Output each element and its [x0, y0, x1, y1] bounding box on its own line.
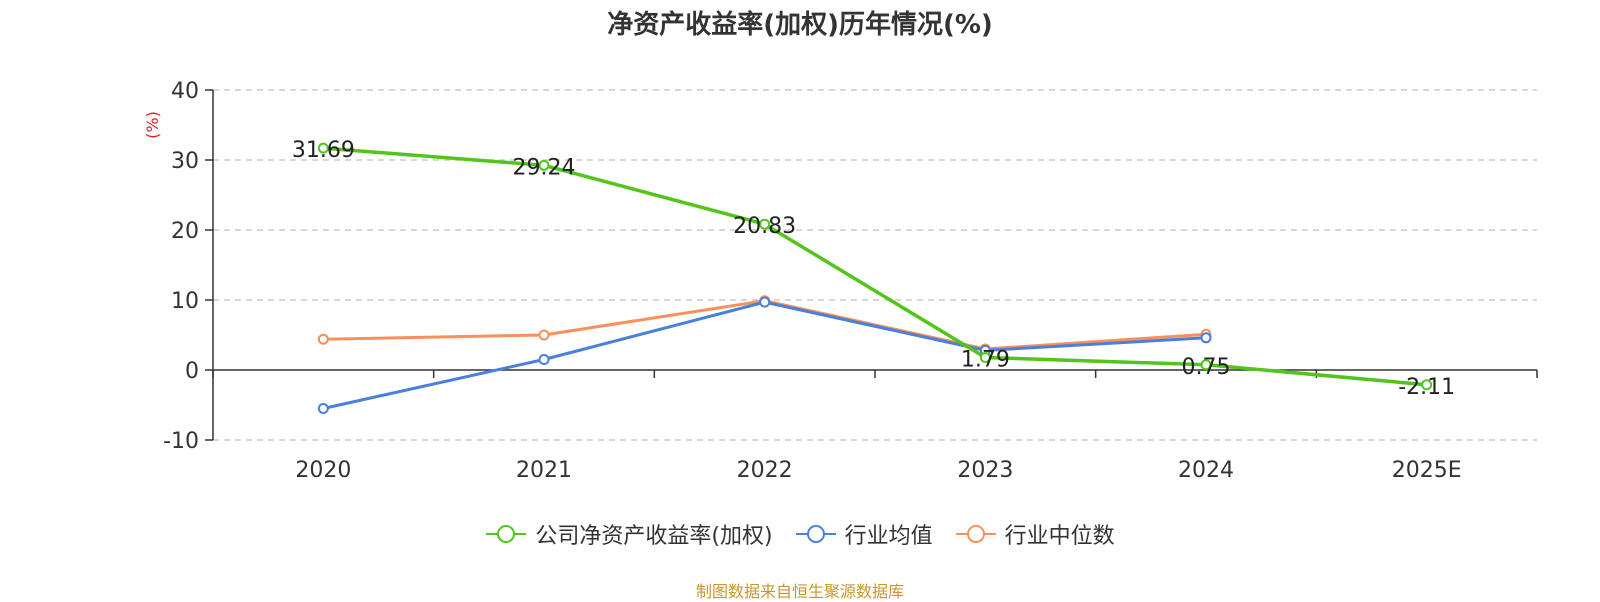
x-tick-label: 2024: [1178, 458, 1234, 483]
x-tick-label: 2021: [516, 458, 572, 483]
data-point: [538, 354, 550, 365]
y-tick-label: 10: [171, 289, 199, 314]
legend-swatch-icon: [486, 525, 527, 543]
legend-swatch-icon: [795, 525, 836, 543]
data-label: 29.24: [513, 155, 576, 180]
data-point: [538, 159, 550, 171]
series-line-1: [323, 300, 1207, 410]
data-point: [538, 329, 550, 341]
x-tick-label: 2020: [295, 458, 351, 483]
data-label: 20.83: [733, 214, 796, 239]
legend-label: 公司净资产收益率(加权): [535, 524, 773, 549]
y-tick-label: 30: [171, 149, 199, 174]
data-point: [317, 333, 329, 345]
source-note: 制图数据来自恒生聚源数据库: [695, 582, 904, 601]
data-label: -2.11: [1398, 375, 1455, 400]
y-tick-label: -10: [163, 429, 199, 454]
data-label: 1.79: [961, 347, 1010, 372]
data-point: [317, 403, 329, 414]
legend-item[interactable]: 公司净资产收益率(加权): [485, 518, 773, 550]
y-tick-label: 20: [171, 219, 199, 244]
y-tick-label: 40: [171, 79, 199, 104]
y-axis-title: (%): [143, 111, 162, 139]
x-tick-label: 2023: [957, 458, 1013, 483]
data-label: 0.75: [1182, 355, 1231, 380]
legend-item[interactable]: 行业均值: [795, 518, 933, 550]
data-point: [1421, 379, 1433, 391]
data-point: [759, 218, 771, 230]
legend-label: 行业中位数: [1004, 524, 1115, 549]
legend: 公司净资产收益率(加权) 行业均值 行业中位数: [0, 518, 1600, 550]
data-label: 31.69: [292, 138, 355, 163]
x-tick-label: 2025E: [1392, 458, 1462, 483]
x-tick-label: 2022: [737, 458, 793, 483]
series-line-2: [323, 299, 1207, 351]
series-line-0: [323, 146, 1427, 387]
data-point: [317, 142, 329, 154]
data-point: [979, 351, 991, 363]
data-point: [1200, 332, 1212, 344]
data-point: [759, 296, 771, 308]
y-tick-label: 0: [185, 359, 199, 384]
legend-item[interactable]: 行业中位数: [955, 518, 1115, 550]
data-point: [1200, 359, 1212, 371]
legend-swatch-icon: [955, 525, 996, 543]
chart-title: 净资产收益率(加权)历年情况(%): [607, 10, 993, 40]
legend-label: 行业均值: [844, 524, 933, 549]
